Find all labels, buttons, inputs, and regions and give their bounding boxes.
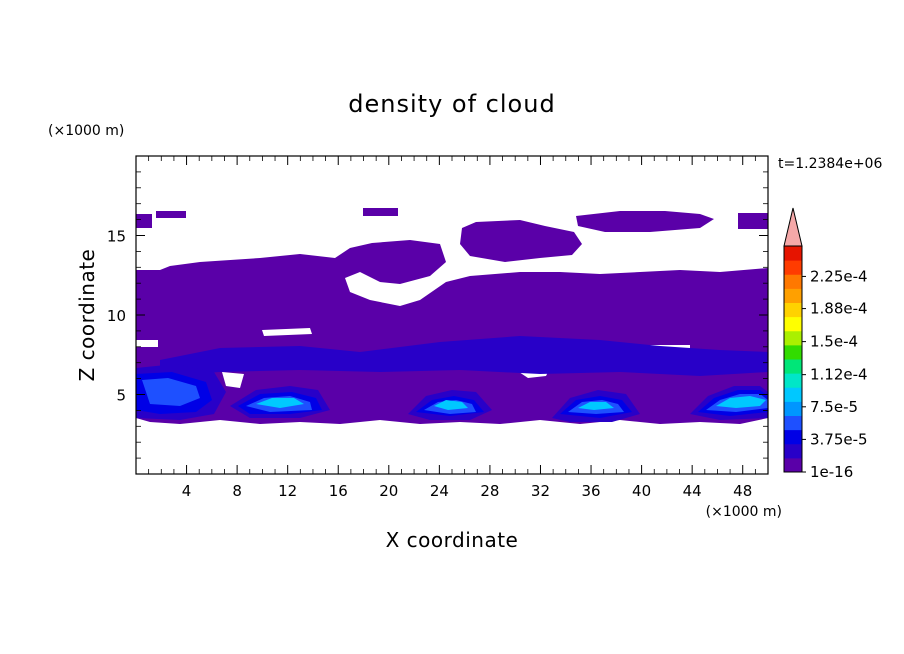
y-axis-ticks: 5 10 15 — [107, 228, 768, 405]
colorbar-swatch — [784, 415, 802, 431]
colorbar-swatch — [784, 387, 802, 402]
y-tick-label: 10 — [107, 307, 126, 325]
colorbar-frame — [783, 245, 803, 473]
colorbar-swatch — [784, 288, 802, 303]
y-axis-label: Z coordinate — [75, 249, 99, 382]
cloud-gap — [136, 340, 158, 347]
x-tick-label: 4 — [182, 482, 192, 500]
cloud-gap — [222, 372, 244, 388]
colorbar-swatch — [784, 274, 802, 289]
colorbar-swatch — [784, 330, 802, 346]
colorbar-swatch — [784, 359, 802, 374]
x-unit-label: (×1000 m) — [706, 504, 782, 520]
colorbar-swatch — [784, 316, 802, 332]
x-tick-label: 32 — [531, 482, 550, 500]
core-2 — [408, 390, 492, 420]
colorbar-label: 1.12e-4 — [810, 366, 868, 384]
colorbar-swatch — [784, 443, 802, 459]
core-1 — [230, 386, 330, 418]
x-tick-label: 16 — [329, 482, 348, 500]
colorbar-label: 1.5e-4 — [810, 333, 858, 351]
x-axis-label: X coordinate — [386, 528, 519, 552]
x-tick-label: 48 — [733, 482, 752, 500]
y-tick-label: 15 — [107, 228, 126, 246]
colorbar-swatch — [784, 260, 802, 275]
colorbar-label: 7.5e-5 — [810, 398, 858, 416]
x-tick-label: 12 — [278, 482, 297, 500]
colorbar-label: 1e-16 — [810, 463, 853, 481]
core-3 — [552, 390, 640, 422]
colorbar-label: 3.75e-5 — [810, 430, 868, 448]
colorbar-extend-arrow — [783, 207, 803, 247]
colorbar-swatch — [784, 373, 802, 388]
minor-ticks — [136, 156, 768, 474]
x-tick-label: 28 — [480, 482, 499, 500]
colorbar-swatch — [784, 401, 802, 416]
colorbar-swatch — [784, 246, 802, 261]
cloud-upper-patch — [363, 208, 398, 216]
cloud-upper-patch — [156, 211, 186, 218]
x-tick-label: 24 — [430, 482, 449, 500]
cloud-upper-patch — [136, 214, 152, 228]
cloud-band-3.75e-5 — [160, 336, 768, 376]
x-tick-label: 44 — [683, 482, 702, 500]
colorbar-swatch — [784, 344, 802, 360]
colorbar: 1e-16 3.75e-5 7.5e-5 1.12e-4 1.5e-4 1.88e-4 2.… — [783, 207, 868, 481]
colorbar-swatch — [784, 429, 802, 445]
chart-title: density of cloud — [348, 90, 555, 118]
colorbar-label: 1.88e-4 — [810, 300, 868, 318]
cloud-upper-patch — [460, 220, 582, 262]
core-0 — [136, 364, 226, 420]
cloud-upper-patch — [576, 211, 714, 232]
y-tick-label: 5 — [116, 387, 126, 405]
x-axis-ticks: 4 8 12 16 20 24 28 32 36 40 44 48 — [182, 156, 752, 500]
colorbar-swatch — [784, 302, 802, 318]
colorbar-label: 2.25e-4 — [810, 267, 868, 285]
y-unit-label: (×1000 m) — [48, 123, 124, 139]
x-tick-label: 40 — [632, 482, 651, 500]
time-label: t=1.2384e+06 — [778, 156, 882, 172]
cloud-gap — [262, 328, 312, 336]
colorbar-swatch — [784, 457, 802, 473]
x-tick-label: 8 — [232, 482, 242, 500]
cloud-mid-layer — [136, 240, 768, 372]
cloud-upper-patch — [738, 213, 768, 229]
x-tick-label: 20 — [379, 482, 398, 500]
core-4 — [690, 386, 768, 420]
cloud-density-field — [136, 208, 768, 424]
x-tick-label: 36 — [581, 482, 600, 500]
